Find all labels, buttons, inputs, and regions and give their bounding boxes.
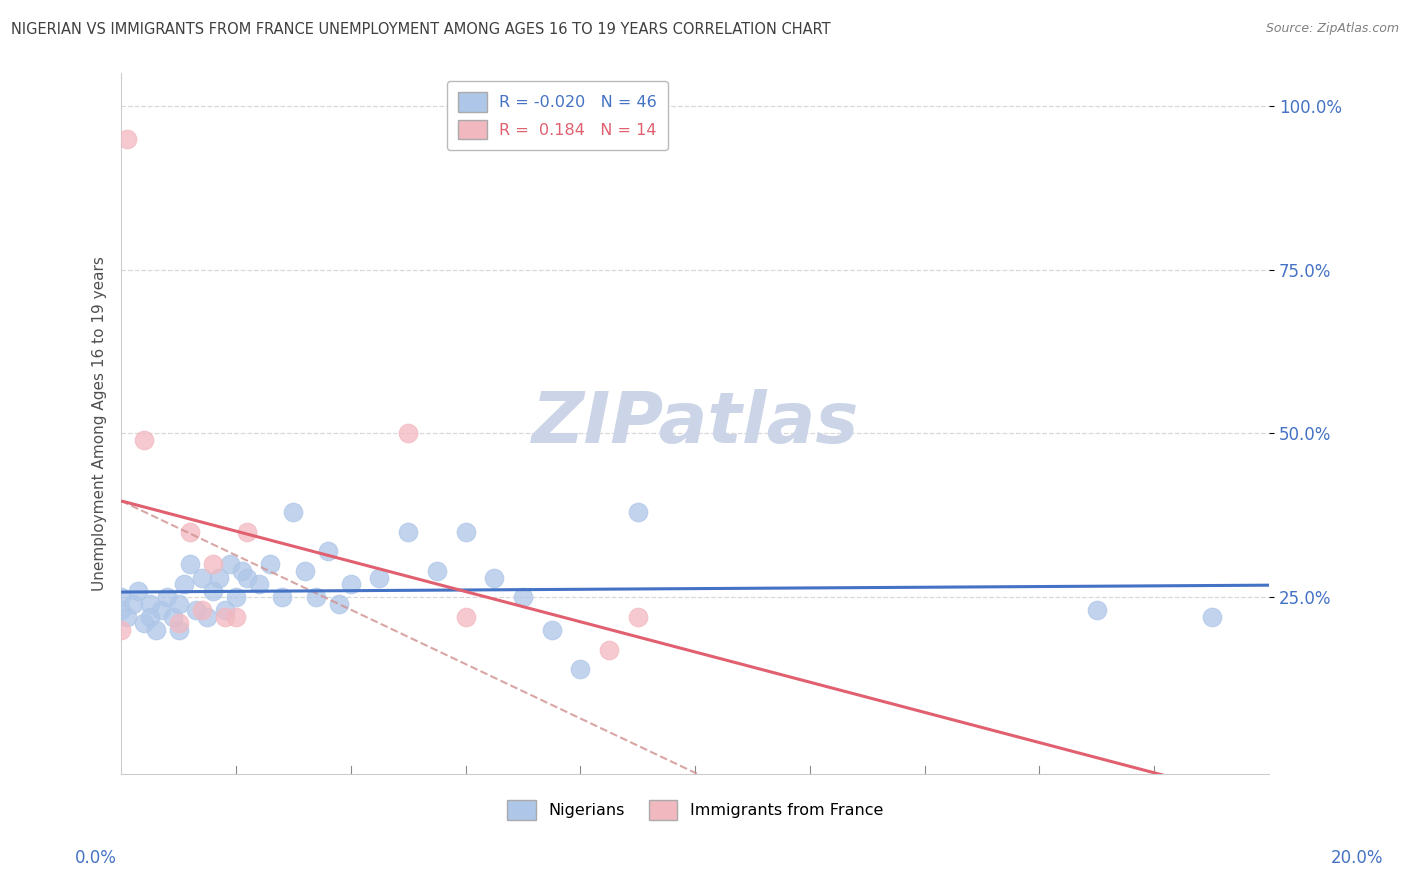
Point [225, 590, 247, 604]
Point [167, 623, 190, 637]
Point [179, 524, 201, 539]
Text: NIGERIAN VS IMMIGRANTS FROM FRANCE UNEMPLOYMENT AMONG AGES 16 TO 19 YEARS CORREL: NIGERIAN VS IMMIGRANTS FROM FRANCE UNEMP… [11, 22, 831, 37]
Point [598, 642, 620, 657]
Y-axis label: Unemployment Among Ages 16 to 19 years: Unemployment Among Ages 16 to 19 years [93, 256, 107, 591]
Point [202, 558, 225, 572]
Point [110, 590, 132, 604]
Point [231, 564, 253, 578]
Point [426, 564, 449, 578]
Text: 0.0%: 0.0% [75, 849, 117, 867]
Point [247, 577, 270, 591]
Legend: Nigerians, Immigrants from France: Nigerians, Immigrants from France [498, 790, 893, 830]
Text: ZIPatlas: ZIPatlas [531, 389, 859, 458]
Point [145, 623, 167, 637]
Point [396, 426, 419, 441]
Point [316, 544, 339, 558]
Point [484, 570, 506, 584]
Point [627, 610, 650, 624]
Point [110, 623, 132, 637]
Point [134, 433, 156, 447]
Point [202, 583, 225, 598]
Point [150, 603, 173, 617]
Point [208, 570, 231, 584]
Point [294, 564, 316, 578]
Point [110, 603, 132, 617]
Point [219, 558, 242, 572]
Point [512, 590, 534, 604]
Point [139, 610, 162, 624]
Point [127, 583, 149, 598]
Point [214, 610, 236, 624]
Point [454, 524, 477, 539]
Point [339, 577, 361, 591]
Point [271, 590, 294, 604]
Point [156, 590, 179, 604]
Point [225, 610, 247, 624]
Point [167, 616, 190, 631]
Point [190, 570, 212, 584]
Point [328, 597, 350, 611]
Point [184, 603, 207, 617]
Point [173, 577, 195, 591]
Point [195, 610, 218, 624]
Point [396, 524, 419, 539]
Point [121, 597, 143, 611]
Point [115, 131, 138, 145]
Point [627, 505, 650, 519]
Point [368, 570, 391, 584]
Point [115, 610, 138, 624]
Point [283, 505, 305, 519]
Point [569, 662, 592, 676]
Point [179, 558, 201, 572]
Point [139, 597, 162, 611]
Point [134, 616, 156, 631]
Point [1085, 603, 1108, 617]
Point [259, 558, 281, 572]
Point [540, 623, 562, 637]
Text: 20.0%: 20.0% [1330, 849, 1384, 867]
Point [167, 597, 190, 611]
Point [162, 610, 184, 624]
Point [1201, 610, 1223, 624]
Point [236, 524, 259, 539]
Point [305, 590, 328, 604]
Point [454, 610, 477, 624]
Point [190, 603, 212, 617]
Point [236, 570, 259, 584]
Text: Source: ZipAtlas.com: Source: ZipAtlas.com [1265, 22, 1399, 36]
Point [214, 603, 236, 617]
